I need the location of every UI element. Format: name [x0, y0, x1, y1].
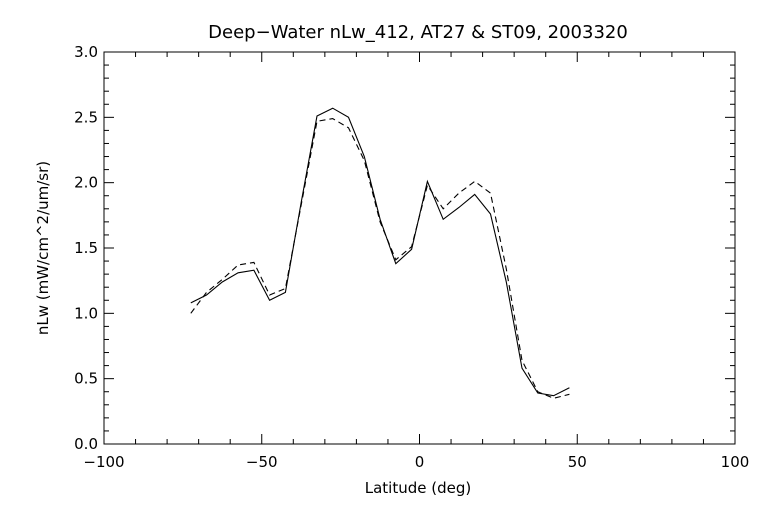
y-tick-label: 2.5: [74, 108, 98, 126]
y-tick-label: 1.0: [74, 304, 98, 322]
x-tick-label: 0: [415, 453, 425, 471]
dashed-series-line: [190, 118, 570, 399]
y-tick-label: 1.5: [74, 239, 98, 257]
y-tick-label: 2.0: [74, 174, 98, 192]
y-tick-label: 3.0: [74, 43, 98, 61]
axis-ticks: [103, 51, 736, 445]
y-axis-label: nLw (mW/cm^2/um/sr): [34, 161, 52, 335]
x-tick-label: −50: [246, 453, 278, 471]
x-tick-labels: −100 −50 0 50 100: [83, 453, 749, 471]
x-tick-label: 50: [568, 453, 587, 471]
data-lines: [190, 107, 570, 399]
solid-series-line: [190, 107, 570, 397]
plot-frame: [103, 51, 736, 445]
y-tick-label: 0.0: [74, 435, 98, 453]
chart-title: Deep−Water nLw_412, AT27 & ST09, 2003320: [208, 22, 628, 43]
x-axis-label: Latitude (deg): [365, 479, 471, 497]
y-tick-label: 0.5: [74, 370, 98, 388]
x-tick-label: 100: [721, 453, 750, 471]
x-tick-label: −100: [83, 453, 124, 471]
y-tick-labels: 0.0 0.5 1.0 1.5 2.0 2.5 3.0: [74, 43, 98, 453]
